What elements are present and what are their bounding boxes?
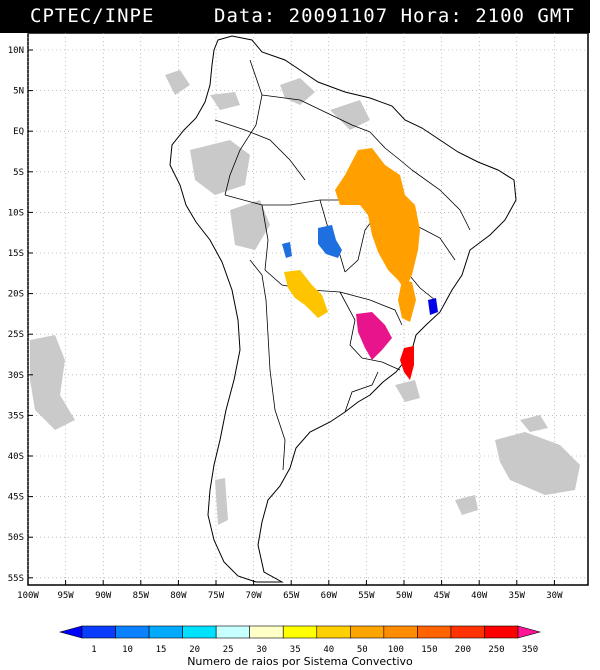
lat-tick-label: 25S <box>8 330 24 340</box>
lon-tick-label: 90W <box>95 591 112 601</box>
colorbar-segment <box>215 625 250 639</box>
south-america-coastline <box>169 35 517 583</box>
colorbar-label: 350 <box>522 645 538 655</box>
colorbar-arrow-left <box>58 625 83 639</box>
red-system <box>400 346 414 380</box>
cloud-cover <box>30 70 580 525</box>
colorbar-label: 1 <box>91 645 96 655</box>
lat-tick-label: 10S <box>8 208 24 218</box>
lat-tick-label: 15S <box>8 249 24 259</box>
lon-tick-label: 70W <box>245 591 262 601</box>
colorbar-label: 35 <box>290 645 301 655</box>
latitude-labels: 10N 5N EQ 5S 10S 15S 20S 25S 30S 35S 40S 45S 50S 55S <box>8 46 33 584</box>
navy-system <box>428 298 438 315</box>
lat-tick-label: 20S <box>8 290 24 300</box>
colorbar <box>58 625 542 639</box>
colorbar-label: 50 <box>357 645 368 655</box>
lon-tick-label: 75W <box>208 591 225 601</box>
colorbar-segment <box>249 625 284 639</box>
blue-system-large <box>318 225 342 258</box>
lat-tick-label: 30S <box>8 371 24 381</box>
colorbar-segment <box>350 625 385 639</box>
blue-system-small <box>282 242 292 258</box>
lon-tick-label: 100W <box>17 591 39 601</box>
colorbar-segment <box>282 625 318 639</box>
colorbar-segment <box>417 625 452 639</box>
lat-tick-label: 35S <box>8 411 24 421</box>
colorbar-segment <box>148 625 183 639</box>
colorbar-segment <box>81 625 116 639</box>
colorbar-caption: Numero de raios por Sistema Convectivo <box>187 655 413 668</box>
colorbar-arrow-right <box>517 625 542 639</box>
map-header: CPTEC/INPE Data: 20091107 Hora: 2100 GMT <box>0 0 590 33</box>
colorbar-label: 200 <box>455 645 471 655</box>
colorbar-label: 25 <box>223 645 234 655</box>
lon-tick-label: 65W <box>283 591 300 601</box>
orange-system-south <box>398 280 416 322</box>
lat-tick-label: 45S <box>8 493 24 503</box>
lat-tick-label: 5N <box>13 87 24 97</box>
colorbar-label: 100 <box>388 645 404 655</box>
lat-tick-label: 55S <box>8 574 24 584</box>
lat-tick-label: EQ <box>13 127 24 137</box>
colorbar-label: 250 <box>488 645 504 655</box>
colorbar-label: 20 <box>189 645 200 655</box>
lightning-map: 10N5NEQ5S10S15S20S25S30S35S40S45S50S55S … <box>8 33 589 655</box>
lon-tick-label: 80W <box>170 591 187 601</box>
agency-label: CPTEC/INPE <box>30 5 155 27</box>
colorbar-label: 15 <box>156 645 167 655</box>
lon-tick-label: 40W <box>471 591 488 601</box>
lat-tick-label: 5S <box>13 168 24 178</box>
map-frame <box>27 33 589 586</box>
lon-tick-label: 85W <box>133 591 150 601</box>
lon-tick-label: 45W <box>433 591 450 601</box>
colorbar-segment <box>115 625 150 639</box>
colorbar-segment <box>484 625 519 639</box>
colorbar-segment <box>182 625 217 639</box>
lat-tick-label: 40S <box>8 452 24 462</box>
lon-tick-label: 30W <box>546 591 563 601</box>
lon-tick-label: 35W <box>509 591 526 601</box>
lon-tick-label: 55W <box>358 591 375 601</box>
lat-tick-label: 10N <box>8 46 24 56</box>
magenta-system <box>356 312 392 360</box>
lat-tick-label: 50S <box>8 533 24 543</box>
convective-systems <box>282 148 438 380</box>
colorbar-label: 40 <box>323 645 334 655</box>
orange-system-north <box>335 148 420 290</box>
colorbar-segment <box>316 625 351 639</box>
lon-tick-label: 50W <box>396 591 413 601</box>
colorbar-segment <box>383 625 418 639</box>
colorbar-label: 30 <box>256 645 267 655</box>
colorbar-label: 10 <box>122 645 133 655</box>
colorbar-labels: 1 10 15 20 25 30 35 40 50 100 150 200 250 350 <box>91 645 538 655</box>
colorbar-segment <box>450 625 485 639</box>
longitude-labels: 100W 95W 90W 85W 80W 75W 70W 65W 60W 55W 50W 45W 40W… <box>17 580 563 601</box>
yellow-system <box>284 270 328 318</box>
lon-tick-label: 95W <box>57 591 74 601</box>
lon-tick-label: 60W <box>321 591 338 601</box>
colorbar-label: 150 <box>421 645 437 655</box>
datetime-label: Data: 20091107 Hora: 2100 GMT <box>214 5 575 27</box>
